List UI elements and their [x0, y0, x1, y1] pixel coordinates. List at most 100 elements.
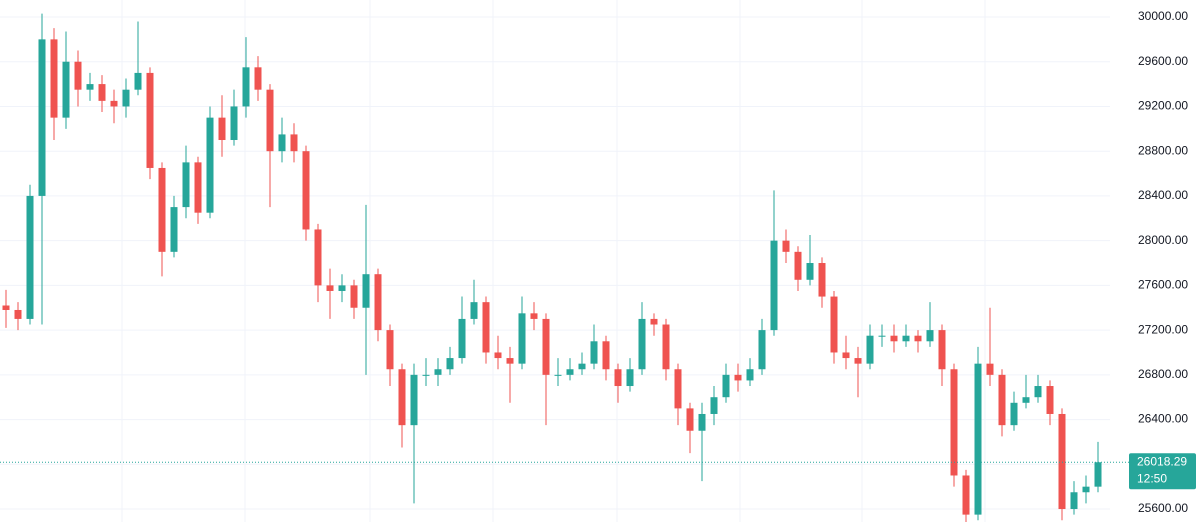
- candle-body: [194, 162, 202, 213]
- candle-body: [14, 309, 22, 319]
- candle-body: [1010, 402, 1018, 426]
- candle-body: [170, 207, 178, 252]
- candle-body: [1082, 486, 1090, 493]
- candle-body: [890, 335, 898, 342]
- candle-body: [434, 369, 442, 375]
- candle-body: [266, 89, 274, 152]
- candle-body: [158, 167, 166, 252]
- candle-body: [542, 318, 550, 375]
- candle-body: [518, 313, 526, 364]
- candle-body: [818, 263, 826, 297]
- candle-body: [938, 330, 946, 370]
- candle-body: [866, 335, 874, 364]
- candle-body: [302, 151, 310, 230]
- y-tick-label: 29600.00: [1138, 54, 1188, 68]
- candle-body: [458, 318, 466, 359]
- candles: [0, 13, 1130, 522]
- candle-body: [506, 358, 514, 364]
- candle-body: [254, 67, 262, 90]
- candle-body: [494, 352, 502, 359]
- candle-body: [950, 369, 958, 476]
- grid: [0, 0, 1110, 522]
- candle-body: [926, 330, 934, 342]
- price-axis: 25600.0026000.0026400.0026800.0027200.00…: [1129, 9, 1196, 515]
- candle-body: [842, 352, 850, 359]
- y-tick-label: 25600.00: [1138, 501, 1188, 515]
- candle-body: [446, 358, 454, 370]
- candle-body: [962, 475, 970, 515]
- candle-body: [902, 335, 910, 342]
- candle-body: [86, 84, 94, 90]
- candle-body: [374, 274, 382, 331]
- y-tick-label: 29200.00: [1138, 99, 1188, 113]
- candle-body: [326, 285, 334, 291]
- candle-body: [314, 229, 322, 286]
- candle-body: [482, 302, 490, 353]
- y-tick-label: 28800.00: [1138, 143, 1188, 157]
- candle-body: [638, 318, 646, 370]
- candle-body: [278, 134, 286, 152]
- candle-body: [722, 374, 730, 398]
- y-tick-label: 26800.00: [1138, 367, 1188, 381]
- candle-body: [710, 397, 718, 414]
- candle-body: [386, 330, 394, 370]
- y-tick-label: 30000.00: [1138, 9, 1188, 23]
- price-tag: [1129, 453, 1196, 490]
- candle-body: [698, 413, 706, 431]
- candle-body: [146, 72, 154, 168]
- candle-body: [230, 106, 238, 141]
- candle-body: [242, 67, 250, 107]
- last-price-label: 26018.29: [1137, 454, 1187, 468]
- candle-body: [134, 72, 142, 90]
- candle-body: [290, 134, 298, 152]
- y-tick-label: 28400.00: [1138, 188, 1188, 202]
- candle-body: [1022, 397, 1030, 403]
- y-tick-label: 26400.00: [1138, 412, 1188, 426]
- candle-body: [734, 374, 742, 381]
- candle-body: [110, 100, 118, 107]
- candle-body: [1046, 386, 1054, 414]
- candle-body: [878, 335, 886, 337]
- candle-body: [98, 84, 106, 101]
- candle-body: [578, 363, 586, 370]
- candle-body: [782, 240, 790, 252]
- candle-body: [590, 341, 598, 364]
- candle-body: [806, 263, 814, 280]
- candle-body: [218, 117, 226, 141]
- candle-body: [74, 61, 82, 90]
- candle-body: [746, 369, 754, 381]
- candle-body: [974, 363, 982, 515]
- countdown-label: 12:50: [1137, 471, 1167, 485]
- candle-body: [614, 369, 622, 387]
- candle-body: [1094, 462, 1102, 487]
- candle-body: [410, 374, 418, 426]
- y-tick-label: 27600.00: [1138, 278, 1188, 292]
- candle-body: [1034, 386, 1042, 398]
- candle-body: [398, 369, 406, 426]
- candle-body: [662, 324, 670, 370]
- candle-body: [626, 369, 634, 387]
- candle-body: [2, 305, 10, 310]
- candle-body: [338, 285, 346, 291]
- candle-body: [206, 117, 214, 213]
- candle-body: [794, 251, 802, 280]
- candle-body: [1058, 413, 1066, 510]
- candle-body: [350, 285, 358, 308]
- candle-body: [566, 369, 574, 375]
- candle-body: [758, 330, 766, 370]
- y-tick-label: 28000.00: [1138, 233, 1188, 247]
- candle-body: [122, 89, 130, 107]
- y-tick-label: 27200.00: [1138, 322, 1188, 336]
- candle-body: [998, 374, 1006, 426]
- candle-body: [62, 61, 70, 118]
- candle-body: [830, 296, 838, 353]
- candle-body: [50, 39, 58, 118]
- candle-body: [362, 274, 370, 308]
- candle-body: [26, 195, 34, 319]
- candle-body: [422, 374, 430, 376]
- candle-body: [602, 341, 610, 370]
- candle-body: [914, 335, 922, 342]
- candle-body: [674, 369, 682, 409]
